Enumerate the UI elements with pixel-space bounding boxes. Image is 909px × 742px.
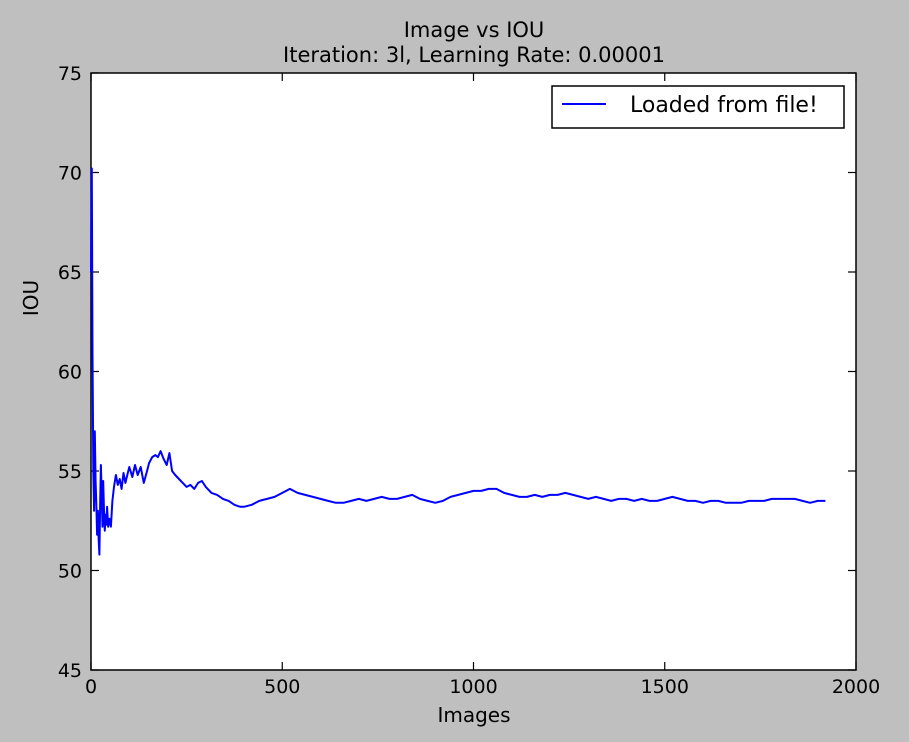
- y-axis-ticks: 45 50 55 60 65 70 75: [58, 63, 856, 682]
- series-layer: [90, 167, 826, 556]
- x-tick-label: 0: [85, 676, 97, 698]
- legend: Loaded from file!: [551, 85, 845, 129]
- plot-area: [90, 72, 857, 671]
- x-tick-label: 1500: [641, 676, 689, 698]
- y-tick-label: 55: [58, 461, 82, 483]
- series-line: [90, 167, 826, 556]
- legend-box: [551, 85, 845, 129]
- x-tick-label: 500: [264, 676, 300, 698]
- y-tick-label: 65: [58, 262, 82, 284]
- x-axis-label: Images: [437, 703, 510, 727]
- x-axis-ticks: 0 500 1000 1500 2000: [85, 73, 880, 698]
- y-tick-label: 70: [58, 163, 82, 185]
- chart-subtitle: Iteration: 3l, Learning Rate: 0.00001: [283, 43, 665, 67]
- y-tick-label: 75: [58, 63, 82, 85]
- y-tick-label: 50: [58, 561, 82, 583]
- chart-title: Image vs IOU: [404, 18, 545, 42]
- y-tick-label: 60: [58, 362, 82, 384]
- x-tick-label: 1000: [449, 676, 497, 698]
- x-tick-label: 2000: [832, 676, 880, 698]
- y-tick-label: 45: [58, 660, 82, 682]
- legend-label: Loaded from file!: [630, 93, 818, 118]
- y-axis-label: IOU: [19, 280, 43, 316]
